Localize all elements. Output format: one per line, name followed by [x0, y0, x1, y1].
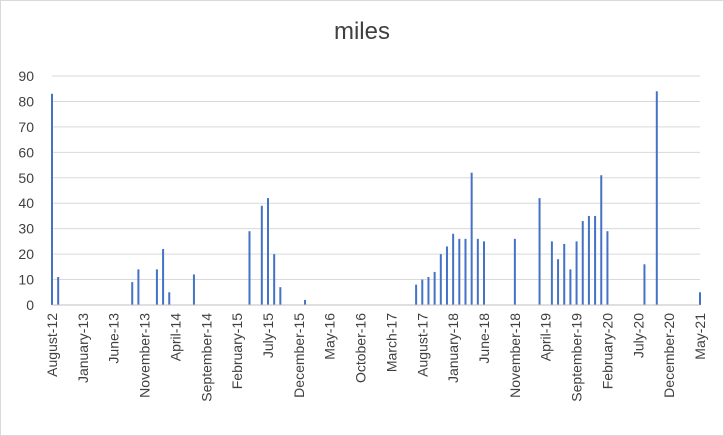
bar — [155, 269, 158, 305]
y-tick-label: 60 — [18, 144, 34, 160]
y-axis-ticks: 0 10 20 30 40 50 60 70 80 90 — [18, 68, 34, 313]
bar — [569, 269, 572, 305]
bar — [550, 241, 553, 305]
x-axis-ticks: August-12 January-13 June-13 November-13 Apr… — [44, 313, 708, 402]
bar — [273, 254, 276, 305]
x-tick-label: January-18 — [445, 313, 461, 383]
x-tick-label: May-16 — [322, 313, 338, 360]
bar — [439, 254, 442, 305]
chart-title: miles — [333, 18, 390, 45]
y-tick-label: 10 — [18, 272, 34, 288]
bar — [606, 231, 609, 305]
bar — [557, 259, 560, 305]
bar — [192, 274, 195, 305]
bar — [458, 238, 461, 305]
bar — [655, 91, 658, 306]
bar — [415, 284, 418, 305]
bar — [581, 221, 584, 305]
bar — [470, 172, 473, 305]
y-tick-label: 90 — [18, 68, 34, 84]
bar — [452, 233, 455, 305]
x-tick-label: October-16 — [353, 313, 369, 383]
bar — [162, 249, 165, 305]
bar — [421, 279, 424, 305]
bar — [587, 215, 590, 305]
x-tick-label: August-17 — [414, 313, 430, 377]
x-tick-label: January-13 — [75, 313, 91, 383]
y-tick-label: 0 — [26, 297, 34, 313]
bar — [267, 198, 269, 305]
bar — [57, 277, 60, 305]
x-tick-label: February-20 — [599, 313, 615, 389]
bar — [279, 287, 282, 305]
bar — [248, 231, 251, 305]
bar — [476, 238, 479, 305]
bar — [594, 215, 597, 305]
x-tick-label: May-21 — [692, 313, 708, 360]
x-tick-label: June-13 — [106, 313, 122, 364]
bar — [137, 269, 140, 305]
x-tick-label: April-19 — [538, 313, 554, 361]
y-tick-label: 20 — [18, 246, 34, 262]
bar — [600, 175, 603, 305]
x-tick-label: September-14 — [198, 313, 214, 402]
bar — [563, 243, 566, 305]
bar — [427, 277, 430, 305]
bar — [575, 241, 578, 305]
bar — [483, 241, 485, 305]
bar-series — [51, 91, 701, 306]
x-tick-label: March-17 — [383, 313, 399, 372]
x-tick-label: April-14 — [167, 313, 183, 361]
bar — [51, 93, 53, 305]
bar — [643, 264, 646, 305]
x-tick-label: August-12 — [44, 313, 60, 377]
y-tick-label: 30 — [18, 221, 34, 237]
y-tick-label: 40 — [18, 195, 34, 211]
x-tick-label: December-15 — [291, 313, 307, 398]
x-tick-label: June-18 — [476, 313, 492, 364]
bar — [168, 292, 171, 305]
x-tick-label: February-15 — [229, 313, 245, 389]
bar — [131, 282, 134, 305]
x-tick-label: December-20 — [661, 313, 677, 398]
x-tick-label: November-18 — [507, 313, 523, 398]
gridlines — [52, 75, 700, 281]
x-tick-label: July-15 — [260, 313, 276, 358]
x-tick-label: September-19 — [569, 313, 585, 402]
bar — [433, 271, 436, 305]
bar — [260, 205, 263, 305]
x-tick-label: July-20 — [630, 313, 646, 358]
y-tick-label: 50 — [18, 170, 34, 186]
bar — [304, 299, 307, 305]
bar — [445, 246, 448, 305]
bar — [464, 238, 467, 305]
y-tick-label: 70 — [18, 119, 34, 135]
bar — [513, 238, 516, 305]
x-tick-label: November-13 — [137, 313, 153, 398]
bar — [538, 198, 541, 305]
y-tick-label: 80 — [18, 93, 34, 109]
bar — [699, 292, 701, 305]
